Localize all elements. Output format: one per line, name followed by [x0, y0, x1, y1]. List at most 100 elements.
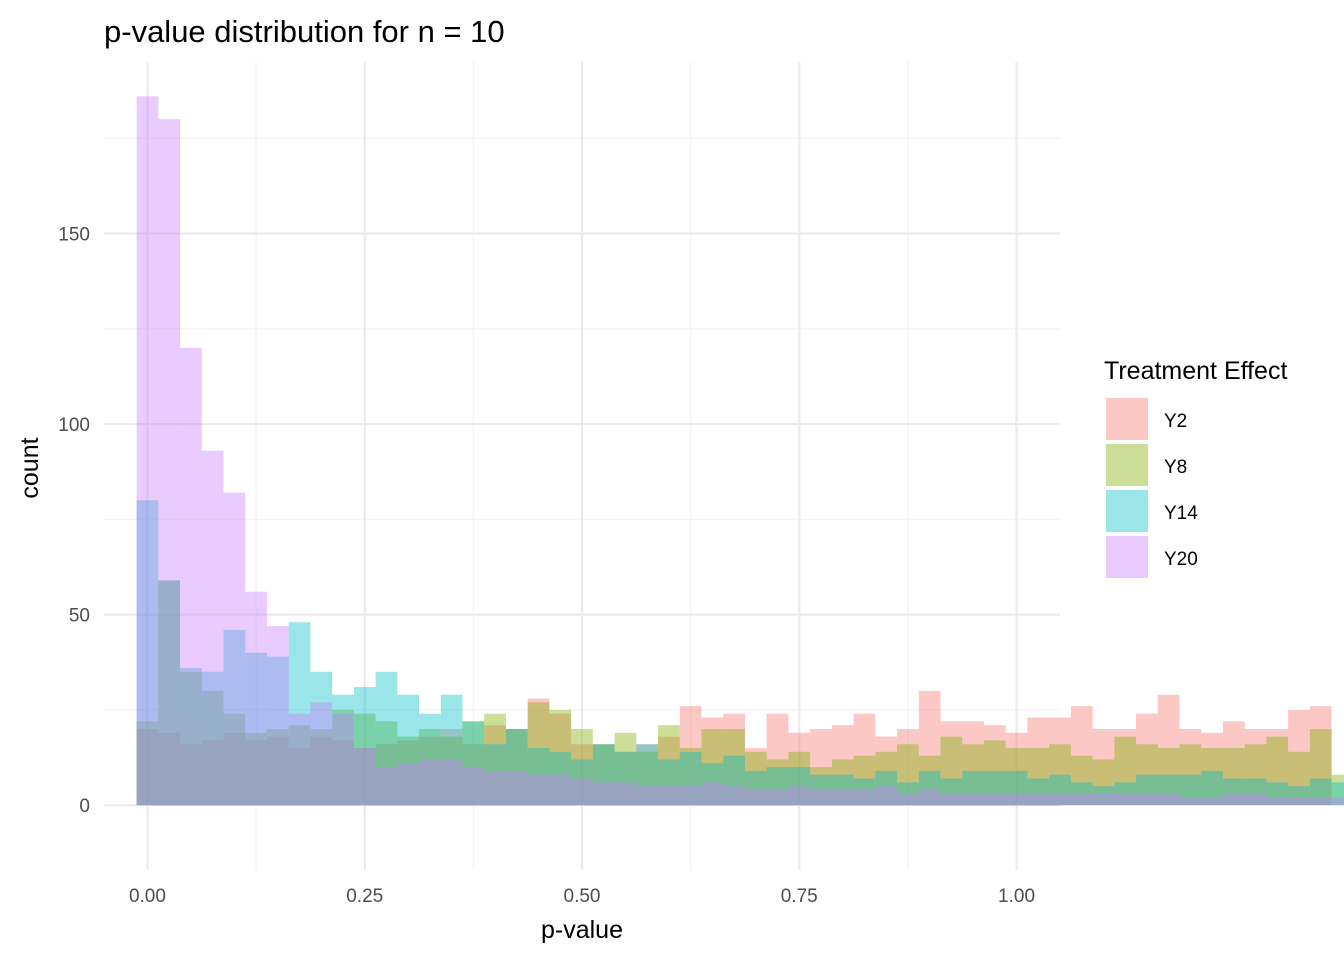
histogram-bar [353, 713, 376, 806]
histogram-bar [897, 793, 919, 806]
histogram-bar [788, 767, 811, 806]
histogram-bar [180, 671, 202, 806]
histogram-bar [658, 759, 680, 806]
histogram-bar [1049, 717, 1071, 806]
y-tick-label: 0 [79, 796, 90, 817]
histogram-bar [462, 721, 485, 806]
histogram-bar [1222, 793, 1245, 806]
histogram-bar [353, 687, 376, 806]
histogram-bar [766, 713, 789, 806]
histogram-bar [1136, 744, 1158, 806]
histogram-bar [1288, 797, 1310, 806]
histogram-bar [592, 782, 615, 806]
histogram-bar [201, 740, 224, 806]
grid [104, 62, 1060, 870]
histogram-bar [571, 759, 593, 806]
histogram-bar [1222, 748, 1245, 806]
histogram-bar [136, 721, 159, 806]
chart-title: p-value distribution for n = 10 [104, 14, 505, 49]
histogram-bar [1136, 793, 1158, 806]
histogram-bar [462, 767, 485, 806]
series-y2 [136, 690, 1332, 806]
histogram-bar [1201, 770, 1223, 806]
series-y20 [136, 96, 1344, 806]
histogram-bar [1136, 713, 1158, 806]
histogram-bar [158, 580, 181, 806]
histogram-bar [397, 763, 420, 806]
histogram-bar [136, 96, 159, 806]
histogram-bar [201, 671, 224, 806]
histogram-bar [1179, 797, 1202, 806]
histogram-bar [788, 732, 811, 806]
histogram-bar [875, 736, 898, 806]
histogram-bar [1309, 728, 1332, 806]
histogram-bar [1201, 797, 1223, 806]
histogram-bar [397, 736, 420, 806]
histogram-bar [897, 782, 919, 806]
histogram-bar [1222, 778, 1245, 806]
histogram-bar [918, 755, 941, 806]
histogram-bar [462, 744, 485, 806]
histogram-bar [940, 736, 963, 806]
histogram-bar [527, 774, 550, 806]
histogram-bar [527, 698, 550, 806]
legend-key-y20 [1106, 536, 1148, 578]
histogram-bar [484, 770, 506, 806]
histogram-bar [831, 789, 854, 806]
histogram-bar [983, 740, 1006, 806]
histogram-bar [266, 626, 289, 806]
histogram-bar [1201, 732, 1223, 806]
histogram-bar [223, 732, 246, 806]
histogram-bar [853, 789, 876, 806]
histogram-bar [766, 759, 789, 806]
x-tick-label: 0.25 [346, 886, 383, 907]
histogram-bar [571, 728, 593, 806]
histogram-bar [527, 702, 550, 806]
histogram-bar [484, 725, 506, 806]
histogram-bar [744, 748, 767, 806]
histogram-bar [1331, 797, 1344, 806]
histogram-bar [636, 786, 659, 806]
histogram-bar [1331, 774, 1344, 806]
histogram-bar [549, 709, 572, 806]
histogram-bar [940, 721, 963, 806]
histogram-bar [310, 671, 333, 806]
histogram-bar [332, 694, 354, 806]
histogram-bar [1288, 751, 1310, 806]
series-y14 [136, 500, 1344, 806]
histogram-bar [636, 744, 659, 806]
histogram-bar [1027, 717, 1050, 806]
histogram-bar [1027, 778, 1050, 806]
legend-label-y20: Y20 [1164, 549, 1198, 570]
histogram-bar [875, 770, 898, 806]
histogram-bar [1005, 793, 1028, 806]
histogram-bar [440, 736, 463, 806]
histogram-bar [701, 782, 724, 806]
histogram-bar [288, 748, 311, 806]
histogram-bar [1114, 782, 1137, 806]
histogram-bar [505, 770, 528, 806]
legend-title: Treatment Effect [1104, 357, 1287, 385]
histogram-bar [180, 744, 202, 806]
histogram-bar [1136, 774, 1158, 806]
histogram-bar [1049, 793, 1071, 806]
histogram-bar [462, 721, 485, 806]
histogram-bar [1179, 744, 1202, 806]
histogram-bar [310, 728, 333, 806]
histogram-bar [288, 725, 311, 806]
histogram-bar [440, 694, 463, 806]
x-axis-ticks: 0.00 0.25 0.50 0.75 1.00 [129, 886, 1035, 907]
histogram-bar [766, 767, 789, 806]
y-tick-label: 150 [58, 225, 90, 246]
histogram-bar [158, 580, 181, 806]
histogram-bar [701, 717, 724, 806]
histogram-bar [614, 782, 637, 806]
legend-key-y8 [1106, 444, 1148, 486]
histogram-bar [962, 793, 984, 806]
legend-key-y14 [1106, 490, 1148, 532]
x-axis-title: p-value [541, 916, 623, 944]
histogram-bar [592, 744, 615, 806]
histogram-bar [484, 744, 506, 806]
legend-label-y8: Y8 [1164, 457, 1187, 478]
legend-label-y14: Y14 [1164, 503, 1198, 524]
